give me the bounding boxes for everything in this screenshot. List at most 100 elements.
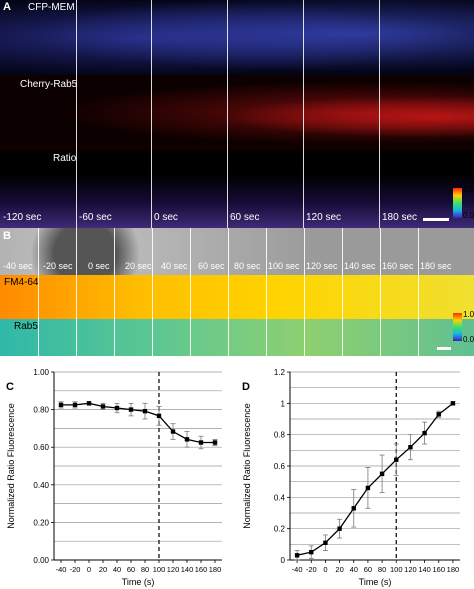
y-tick-label: 0.2 [274,525,286,534]
x-tick-label: 80 [141,565,149,574]
y-axis-label: Normalized Ratio Fluorescence [242,403,252,529]
time-label: 80 sec [234,261,261,271]
time-label: 0 sec [154,212,178,223]
panel-letter: C [6,381,14,393]
data-point [198,440,204,445]
x-tick-label: 80 [378,565,386,574]
y-axis-label: Normalized Ratio Fluorescence [6,403,16,529]
x-tick-label: 20 [335,565,343,574]
rab5-row [0,319,474,356]
time-label: 160 sec [382,261,414,271]
time-label: 60 sec [198,261,225,271]
cfp-row [0,0,474,75]
data-point [212,440,218,445]
data-point [394,457,399,462]
y-tick-label: 0.4 [274,493,286,502]
series-line [296,402,454,556]
data-point [86,401,92,406]
channel-label-cherry: Cherry-Rab5 [20,79,78,90]
colorbar-max: 1.00 [463,185,474,194]
time-label: 180 sec [382,212,418,223]
x-tick-label: 120 [167,565,180,574]
y-tick-label: 0.40 [33,481,49,490]
data-point [294,553,300,558]
data-point [100,404,106,409]
chart-c: C 0.00 0.20 0.40 0.60 0.80 1.00 -40 -20 0 20 40 60 80… [6,368,222,587]
channel-label-fm4-64: FM4-64 [4,277,39,288]
x-tick-label: 160 [195,565,208,574]
series-line [61,402,215,444]
data-point [184,437,190,442]
y-tick-label: 0 [281,556,286,565]
y-tick-label: 0.6 [274,462,286,471]
x-tick-label: 180 [209,565,222,574]
y-tick-label: 1.2 [274,368,286,377]
time-label: -20 sec [43,261,73,271]
data-point [309,549,314,555]
x-tick-label: -20 [306,565,317,574]
x-tick-label: 60 [127,565,135,574]
y-tick-label: 1 [281,399,286,408]
x-axis-label: Time (s) [359,577,392,587]
x-tick-label: 0 [87,565,91,574]
time-label: -60 sec [79,212,112,223]
panel-a-image-grid: A CFP-MEM Cherry-Rab5 Ratio -120 sec -60… [0,0,474,228]
data-point [72,402,78,408]
time-label: 20 sec [125,261,152,271]
fm4-64-row [0,275,474,319]
y-tick-label: 0.60 [33,443,49,452]
x-tick-label: 100 [153,565,166,574]
panel-b-image-grid: B -40 sec -20 sec 0 sec 20 sec 40 sec 60… [0,228,474,356]
chart-d: D00.20.40.60.811.2-40 -20 0 20 40 60 80 100 120 1… [242,368,460,587]
scale-bar [423,218,449,221]
x-tick-label: 60 [364,565,372,574]
cherry-row [0,75,474,151]
x-tick-label: 0 [323,565,327,574]
time-label: 140 sec [344,261,376,271]
x-tick-label: 140 [418,565,431,574]
x-tick-label: 100 [390,565,403,574]
data-point [156,413,162,419]
scale-bar [437,347,451,350]
time-label: -120 sec [3,212,42,223]
x-tick-label: 120 [404,565,417,574]
data-point [450,401,456,406]
data-point [114,405,120,411]
data-point [337,526,342,531]
data-point [436,412,441,417]
panel-letter: D [242,381,250,393]
channel-label-ratio: Ratio [53,153,77,164]
data-point [379,471,385,477]
x-tick-label: 180 [447,565,460,574]
x-tick-label: 140 [181,565,194,574]
data-point [142,408,148,414]
y-tick-label: 1.00 [33,368,49,377]
rab5-colorbar [453,313,462,341]
y-tick-label: 0.00 [33,556,49,565]
data-point [170,429,176,434]
colorbar-min: 0.00 [463,211,474,220]
time-label: 120 sec [306,261,338,271]
time-label: -40 sec [3,261,33,271]
channel-label-rab5: Rab5 [14,321,38,332]
ratio-colorbar [453,188,462,218]
time-label: 180 sec [420,261,452,271]
x-tick-label: 40 [113,565,121,574]
colorbar-max: 1.00 [463,310,474,319]
channel-label-cfp: CFP-MEM [28,2,75,13]
data-point [422,430,427,436]
time-label: 40 sec [161,261,188,271]
time-label: 120 sec [306,212,342,223]
y-tick-label: 0.80 [33,406,49,415]
time-label: 60 sec [230,212,260,223]
x-tick-label: -40 [56,565,67,574]
panel-a-letter: A [3,1,11,13]
x-tick-label: 160 [432,565,445,574]
colorbar-min: 0.00 [463,335,474,344]
x-tick-label: -20 [70,565,81,574]
x-tick-label: 20 [99,565,107,574]
data-point [365,485,371,491]
x-tick-label: 40 [350,565,358,574]
x-axis-label: Time (s) [122,577,155,587]
y-tick-label: 0.20 [33,518,49,527]
